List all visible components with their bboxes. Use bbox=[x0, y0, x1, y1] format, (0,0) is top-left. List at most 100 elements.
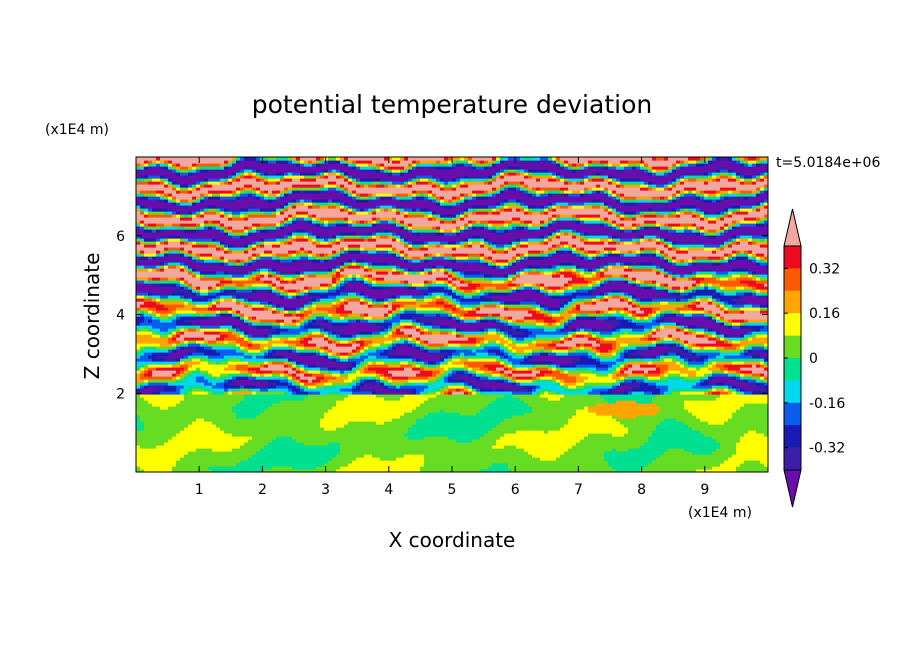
field-cell bbox=[288, 445, 293, 449]
field-cell bbox=[428, 457, 433, 461]
field-cell bbox=[220, 433, 225, 437]
field-cell bbox=[560, 451, 565, 455]
field-cell bbox=[456, 436, 461, 440]
field-cell bbox=[292, 454, 297, 458]
field-cell bbox=[548, 469, 553, 472]
field-cell bbox=[284, 433, 289, 437]
field-cell bbox=[152, 433, 157, 437]
field-cell bbox=[456, 463, 461, 467]
field-cell bbox=[380, 436, 385, 440]
field-cell bbox=[192, 457, 197, 461]
field-cell bbox=[548, 457, 553, 461]
field-cell bbox=[440, 451, 445, 455]
field-cell bbox=[644, 460, 649, 464]
field-cell bbox=[600, 463, 605, 467]
field-cell bbox=[704, 442, 709, 446]
field-cell bbox=[528, 460, 533, 464]
field-cell bbox=[536, 442, 541, 446]
field-cell bbox=[404, 436, 409, 440]
field-cell bbox=[324, 469, 329, 472]
field-cell bbox=[436, 454, 441, 458]
field-cell bbox=[272, 439, 277, 443]
field-cell bbox=[140, 445, 145, 449]
field-cell bbox=[624, 460, 629, 464]
field-cell bbox=[748, 457, 753, 461]
field-cell bbox=[140, 436, 145, 440]
field-cell bbox=[500, 466, 505, 470]
field-cell bbox=[296, 442, 301, 446]
field-cell bbox=[268, 451, 273, 455]
field-cell bbox=[208, 466, 213, 470]
field-cell bbox=[696, 439, 701, 443]
field-cell bbox=[364, 469, 369, 472]
field-cell bbox=[364, 448, 369, 452]
field-cell bbox=[508, 460, 513, 464]
field-cell bbox=[280, 466, 285, 470]
field-cell bbox=[548, 466, 553, 470]
field-cell bbox=[584, 448, 589, 452]
field-cell bbox=[328, 469, 333, 472]
field-cell bbox=[380, 439, 385, 443]
field-cell bbox=[240, 439, 245, 443]
field-cell bbox=[324, 454, 329, 458]
field-cell bbox=[312, 469, 317, 472]
field-cell bbox=[756, 460, 761, 464]
field-cell bbox=[368, 445, 373, 449]
field-cell bbox=[340, 448, 345, 452]
field-cell bbox=[324, 436, 329, 440]
field-cell bbox=[568, 454, 573, 458]
field-cell bbox=[432, 445, 437, 449]
field-cell bbox=[312, 442, 317, 446]
field-cell bbox=[228, 448, 233, 452]
field-cell bbox=[748, 445, 753, 449]
field-cell bbox=[196, 442, 201, 446]
field-cell bbox=[544, 439, 549, 443]
field-cell bbox=[416, 466, 421, 470]
field-cell bbox=[696, 466, 701, 470]
field-cell bbox=[420, 448, 425, 452]
field-cell bbox=[292, 448, 297, 452]
field-cell bbox=[476, 439, 481, 443]
field-cell bbox=[728, 454, 733, 458]
field-cell bbox=[416, 439, 421, 443]
field-cell bbox=[168, 433, 173, 437]
field-cell bbox=[624, 466, 629, 470]
field-cell bbox=[660, 445, 665, 449]
field-cell bbox=[488, 466, 493, 470]
field-cell bbox=[564, 436, 569, 440]
field-cell bbox=[268, 436, 273, 440]
field-cell bbox=[408, 451, 413, 455]
x-axis-unit: (x1E4 m) bbox=[688, 505, 752, 521]
field-cell bbox=[408, 445, 413, 449]
field-cell bbox=[656, 460, 661, 464]
field-cell bbox=[672, 436, 677, 440]
field-cell bbox=[632, 454, 637, 458]
field-cell bbox=[312, 433, 317, 437]
field-cell bbox=[524, 451, 529, 455]
field-cell bbox=[732, 451, 737, 455]
field-cell bbox=[428, 460, 433, 464]
field-cell bbox=[688, 451, 693, 455]
field-cell bbox=[288, 433, 293, 437]
field-cell bbox=[468, 463, 473, 467]
field-cell bbox=[324, 439, 329, 443]
field-cell bbox=[544, 463, 549, 467]
field-cell bbox=[672, 448, 677, 452]
field-cell bbox=[476, 436, 481, 440]
field-cell bbox=[156, 442, 161, 446]
field-cell bbox=[500, 448, 505, 452]
field-cell bbox=[204, 460, 209, 464]
field-cell bbox=[692, 442, 697, 446]
field-cell bbox=[136, 466, 141, 470]
field-cell bbox=[720, 451, 725, 455]
field-cell bbox=[740, 460, 745, 464]
field-cell bbox=[592, 451, 597, 455]
field-cell bbox=[360, 457, 365, 461]
field-cell bbox=[352, 457, 357, 461]
field-cell bbox=[512, 448, 517, 452]
field-cell bbox=[528, 442, 533, 446]
field-cell bbox=[420, 439, 425, 443]
field-cell bbox=[672, 439, 677, 443]
field-cell bbox=[348, 442, 353, 446]
field-cell bbox=[600, 454, 605, 458]
